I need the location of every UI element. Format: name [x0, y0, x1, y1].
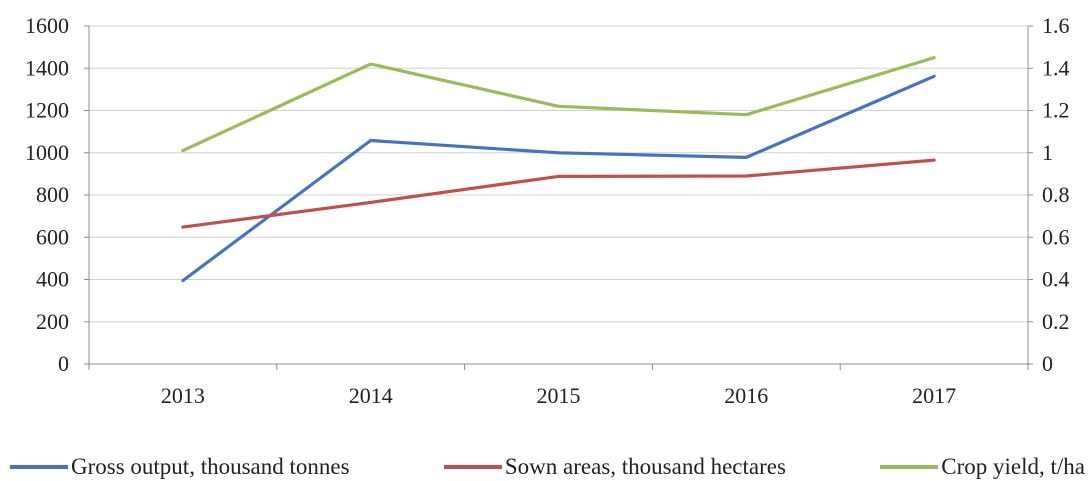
series-line-0 — [181, 74, 936, 283]
series-line-2 — [181, 56, 936, 153]
right-tick-label: 0.2 — [1042, 309, 1070, 334]
series-lines — [181, 56, 936, 283]
legend-item-gross-output: Gross output, thousand tonnes — [10, 454, 350, 480]
left-tick-label: 1200 — [25, 98, 69, 123]
x-tick-label: 2017 — [912, 383, 956, 408]
right-axis-tick-labels: 0 0.2 0.4 0.6 0.8 1 1.2 1.4 1.6 — [1042, 13, 1070, 376]
x-tick-label: 2016 — [724, 383, 768, 408]
legend-label-crop-yield: Crop yield, t/ha — [941, 453, 1085, 479]
legend: Gross output, thousand tonnes Sown areas… — [0, 452, 1091, 481]
right-tick-label: 1 — [1042, 140, 1053, 165]
right-tick-label: 1.4 — [1042, 55, 1070, 80]
axes — [84, 25, 1033, 370]
left-tick-label: 1000 — [25, 140, 69, 165]
x-tick-label: 2014 — [349, 383, 393, 408]
right-tick-label: 0.6 — [1042, 224, 1070, 249]
legend-item-sown-areas: Sown areas, thousand hectares — [443, 453, 786, 480]
legend-swatch-gross-output — [10, 464, 68, 469]
right-tick-label: 0 — [1042, 351, 1053, 376]
left-axis-tick-labels: 0 200 400 600 800 1000 1200 1400 1600 — [25, 13, 69, 376]
left-tick-label: 1400 — [25, 55, 69, 80]
left-tick-label: 600 — [36, 224, 69, 249]
left-tick-label: 200 — [36, 309, 69, 334]
right-tick-label: 0.8 — [1042, 182, 1070, 207]
legend-label-gross-output: Gross output, thousand tonnes — [71, 453, 350, 479]
x-tick-label: 2015 — [537, 383, 581, 408]
left-tick-label: 400 — [36, 267, 69, 292]
left-tick-label: 0 — [58, 351, 69, 376]
legend-label-sown-areas: Sown areas, thousand hectares — [504, 453, 786, 479]
right-tick-label: 0.4 — [1042, 267, 1070, 292]
left-tick-label: 1600 — [25, 13, 69, 38]
legend-swatch-crop-yield — [880, 464, 939, 469]
x-tick-label: 2013 — [161, 383, 205, 408]
right-tick-label: 1.6 — [1042, 13, 1070, 38]
series-line-1 — [181, 158, 936, 229]
left-tick-label: 800 — [36, 182, 69, 207]
legend-swatch-sown-areas — [443, 464, 502, 469]
right-tick-label: 1.2 — [1042, 98, 1070, 123]
legend-item-crop-yield: Crop yield, t/ha — [880, 454, 1085, 480]
x-axis-tick-labels: 2013 2014 2015 2016 2017 — [161, 383, 956, 408]
